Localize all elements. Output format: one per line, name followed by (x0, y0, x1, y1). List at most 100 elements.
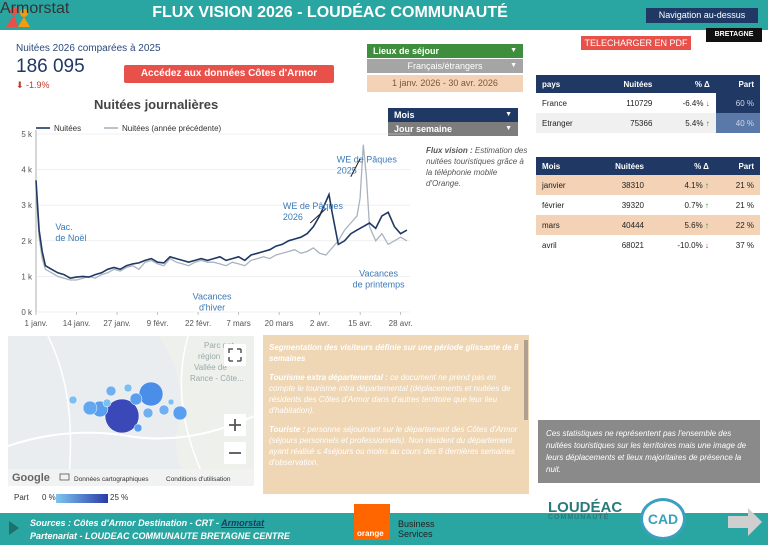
x-tick-label: 1 janv. (25, 319, 48, 328)
business-line: Business (398, 519, 435, 529)
footer-sources: Sources : Côtes d'Armor Destination - CR… (30, 518, 264, 528)
download-pdf-button[interactable]: TELECHARGER EN PDF (581, 36, 691, 50)
mois-dropdown[interactable]: Mois ▼ (388, 108, 518, 122)
legend-label: Nuitées (54, 124, 81, 133)
arrow-up-icon: ↑ (705, 118, 710, 128)
part-cell: 21 % (714, 175, 760, 195)
jour-semaine-dropdown[interactable]: Jour semaine ▼ (388, 122, 518, 136)
lieux-sejour-label: Lieux de séjour (373, 46, 440, 56)
mois-header[interactable]: Mois (536, 157, 590, 175)
armorstat-link[interactable]: Armorstat (221, 518, 265, 528)
map-data-link[interactable]: Données cartographiques (74, 476, 149, 483)
part-header[interactable]: Part (714, 157, 760, 175)
map[interactable]: Parc nat région Vallée de Rance - Côte..… (8, 336, 254, 486)
arrow-down-icon: ↓ (705, 98, 710, 108)
orange-logo: orange (354, 504, 390, 540)
nuitees-cell: 75366 (598, 113, 659, 133)
chart-title: Nuitées journalières (94, 97, 219, 112)
chevron-down-icon: ▼ (505, 125, 512, 132)
kpi-value: 186 095 (16, 56, 85, 77)
legend-label: Nuitées (année précédente) (122, 124, 222, 133)
pays-table: pays Nuitées % Δ Part France 110729 -6.4% … (536, 75, 760, 133)
y-axis: 0 k 1 k 2 k 3 k 4 k 5 k (21, 130, 33, 317)
delta-value: 0.7% (684, 200, 703, 210)
legend-max: 25 % (110, 493, 129, 502)
x-tick-label: 7 mars (226, 319, 250, 328)
statistics-note: Ces statistiques ne représentent pas l'e… (538, 420, 760, 483)
delta-value: 5.4% (685, 118, 704, 128)
chart-annotation: Vac. de Noël (55, 222, 86, 243)
chart-series (35, 144, 408, 281)
part-cell: 22 % (714, 215, 760, 235)
table-row[interactable]: avril 68021 -10.0% ↓ 37 % (536, 235, 760, 255)
part-cell: 37 % (714, 235, 760, 255)
francais-etrangers-dropdown[interactable]: Français/étrangers ▼ (367, 59, 523, 73)
part-cell: 60 % (715, 93, 760, 113)
legend-gradient (56, 494, 108, 503)
business-services-text: Business Services (398, 519, 435, 539)
keyboard-icon[interactable] (59, 473, 70, 481)
y-tick-label: 1 k (21, 272, 33, 281)
flux-vision-note: Flux vision : Estimation des nuitées tou… (426, 145, 532, 189)
kpi-delta: ⬇ -1.9% (16, 80, 50, 91)
part-header[interactable]: Part (715, 75, 760, 93)
chevron-down-icon: ▼ (510, 47, 517, 54)
pays-cell: France (536, 93, 599, 113)
pays-header[interactable]: pays (536, 75, 599, 93)
arrow-down-icon: ↓ (704, 240, 709, 250)
delta-value: -6.4% (682, 98, 704, 108)
mois-table: Mois Nuitées % Δ Part janvier 38310 4.1% ↑… (536, 157, 760, 255)
commune-bubbles (68, 381, 188, 434)
google-logo: Google (12, 472, 50, 484)
table-row[interactable]: janvier 38310 4.1% ↑ 21 % (536, 175, 760, 195)
delta-cell: 0.7% ↑ (649, 195, 715, 215)
table-row[interactable]: mars 40444 5.6% ↑ 22 % (536, 215, 760, 235)
seg-scrollbar[interactable] (524, 340, 528, 420)
seg-p2-text: personne séjournant sur le département d… (269, 425, 518, 467)
x-tick-label: 2 avr. (310, 319, 330, 328)
bretagne-logo: BRETAGNE (706, 28, 762, 42)
down-arrow-icon: ⬇ (16, 80, 27, 90)
arrow-icon (350, 158, 361, 177)
zoom-in-button[interactable] (224, 414, 246, 436)
nuitees-cell: 39320 (589, 195, 650, 215)
zoom-out-button[interactable] (224, 442, 246, 464)
services-line: Services (398, 529, 433, 539)
map-legend: Part 0 % 25 % (14, 493, 128, 502)
navigation-button[interactable]: Navigation au-dessus (646, 8, 758, 23)
mois-cell: avril (536, 235, 590, 255)
pays-cell: Etranger (536, 113, 599, 133)
table-row[interactable]: France 110729 -6.4% ↓ 60 % (536, 93, 760, 113)
brand-logo-icon (6, 7, 30, 27)
flux-note-text: Estimation des nuitées touristiques grâc… (426, 146, 528, 188)
delta-header[interactable]: % Δ (649, 157, 715, 175)
lieux-sejour-dropdown[interactable]: Lieux de séjour ▼ (367, 44, 523, 58)
chart-annotation: Vacances d'hiver (193, 292, 232, 313)
table-row[interactable]: février 39320 0.7% ↑ 21 % (536, 195, 760, 215)
part-cell: 21 % (714, 195, 760, 215)
x-tick-label: 28 avr. (389, 319, 413, 328)
table-row[interactable]: Etranger 75366 5.4% ↑ 40 % (536, 113, 760, 133)
sources-text: Sources : Côtes d'Armor Destination - CR… (30, 518, 222, 528)
segmentation-panel[interactable]: Segmentation des visiteurs définie sur u… (263, 335, 529, 494)
terms-link[interactable]: Conditions d'utilisation (166, 476, 231, 483)
nuitees-cell: 38310 (589, 175, 650, 195)
mois-label: Mois (394, 110, 415, 120)
map-label: Parc nat (204, 341, 235, 350)
loudeac-logo: LOUDÉAC COMMUNAUTÉ (548, 499, 628, 539)
y-tick-label: 3 k (21, 201, 33, 210)
nuitees-header[interactable]: Nuitées (598, 75, 659, 93)
nuitees-header[interactable]: Nuitées (589, 157, 650, 175)
cotes-armor-data-button[interactable]: Accédez aux données Côtes d'Armor (124, 65, 334, 83)
map-canvas[interactable]: Parc nat région Vallée de Rance - Côte..… (8, 336, 254, 486)
arrow-up-icon: ↑ (704, 200, 709, 210)
loudeac-name: LOUDÉAC (548, 499, 623, 516)
x-tick-label: 22 févr. (185, 319, 211, 328)
delta-header[interactable]: % Δ (658, 75, 716, 93)
seg-p1-bold: Tourisme extra départemental : (269, 373, 388, 382)
fullscreen-button[interactable] (224, 344, 246, 366)
delta-cell: -10.0% ↓ (649, 235, 715, 255)
chevron-down-icon: ▼ (510, 62, 517, 69)
legend-min: 0 % (42, 493, 56, 502)
date-range-filter[interactable]: 1 janv. 2026 - 30 avr. 2026 (367, 75, 523, 92)
